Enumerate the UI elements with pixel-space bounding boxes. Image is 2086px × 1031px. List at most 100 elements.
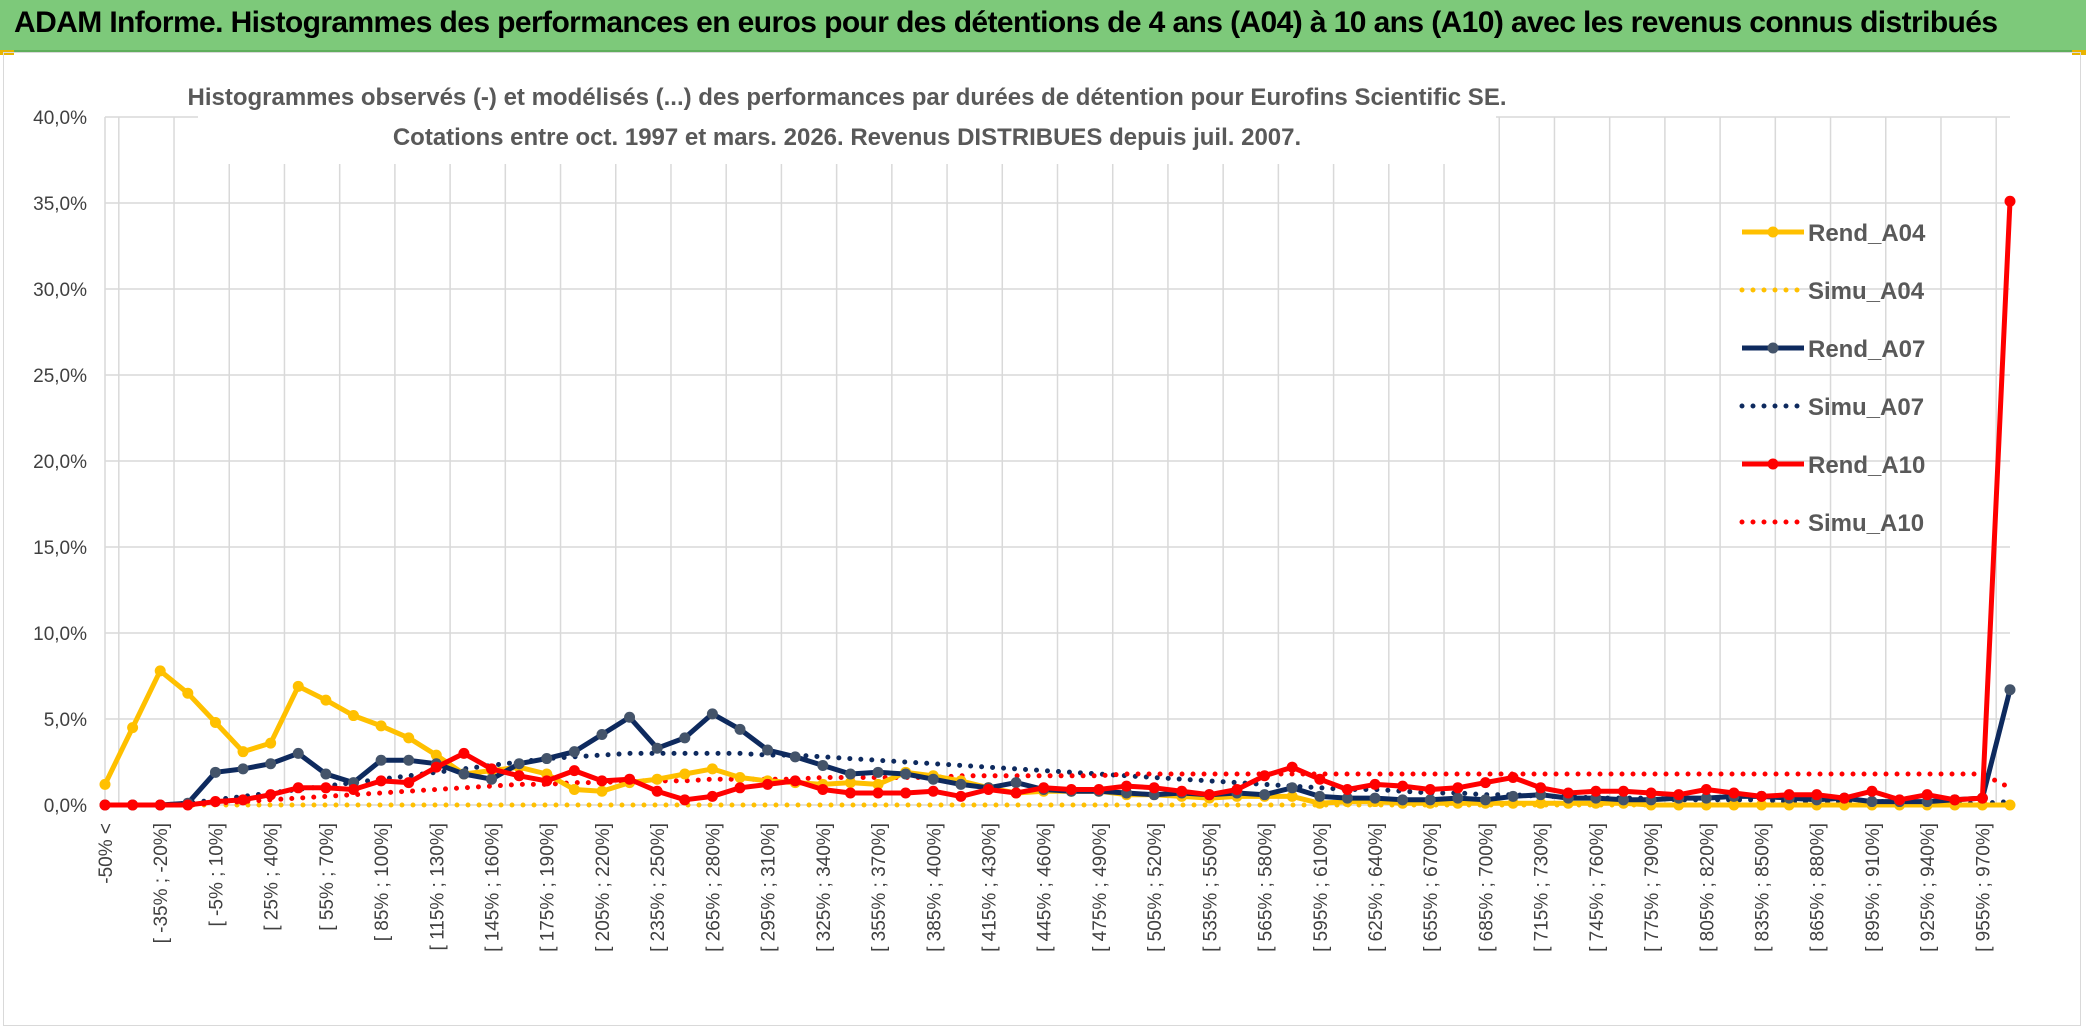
data-point-rend-a04 [182,687,194,699]
data-point-rend-a04 [292,680,304,692]
series-line-simu-a10 [102,771,2013,808]
data-point-rend-a07 [292,747,304,759]
data-point-rend-a10 [734,782,746,794]
data-point-rend-a10 [486,763,498,775]
data-point-rend-a10 [844,787,856,799]
data-point-rend-a04 [651,773,663,785]
data-point-rend-a10 [1314,773,1326,785]
x-tick-label: [ 805% ; 820%] [1697,823,1718,952]
data-point-rend-a10 [154,799,166,811]
data-point-rend-a07 [1700,792,1712,804]
x-tick-label: [ 535% ; 550%] [1200,823,1221,952]
x-tick-label: [ 175% ; 190%] [538,823,559,952]
data-point-rend-a07 [679,732,691,744]
data-point-rend-a10 [1259,770,1271,782]
data-point-rend-a07 [1341,792,1353,804]
x-tick-label: [ 445% ; 460%] [1035,823,1056,952]
data-point-rend-a10 [541,775,553,787]
data-point-rend-a10 [1479,777,1491,789]
title-banner: ADAM Informe. Histogrammes des performan… [0,0,2086,52]
legend-marker-rend-a10 [1767,458,1779,470]
data-point-rend-a07 [209,766,221,778]
data-point-rend-a10 [1866,785,1878,797]
x-tick-label: [ 475% ; 490%] [1090,823,1111,952]
data-point-rend-a10 [789,775,801,787]
x-tick-label: [ 115% ; 130%] [427,823,448,950]
legend-label-rend-a10: Rend_A10 [1808,452,1925,479]
data-point-rend-a10 [1673,789,1685,801]
data-point-rend-a10 [955,790,967,802]
data-point-rend-a07 [596,728,608,740]
x-tick-label: -50% < [96,823,117,884]
data-point-rend-a04 [403,732,415,744]
legend-marker-rend-a07 [1767,342,1779,354]
data-point-rend-a10 [1121,780,1133,792]
data-point-rend-a04 [872,778,884,790]
x-tick-label: [ 145% ; 160%] [483,823,504,952]
data-point-rend-a04 [596,785,608,797]
x-tick-label: [ 865% ; 880%] [1808,823,1829,952]
data-point-rend-a10 [1562,787,1574,799]
data-point-rend-a10 [817,784,829,796]
x-tick-label: [ 85% ; 100%] [372,823,393,941]
x-tick-label: [ 205% ; 220%] [593,823,614,952]
data-point-rend-a10 [2004,195,2016,207]
x-tick-label: [ 835% ; 850%] [1753,823,1774,952]
x-tick-label: [ 55% ; 70%] [317,823,338,931]
data-point-rend-a04 [734,771,746,783]
data-point-rend-a10 [762,778,774,790]
data-point-rend-a04 [568,784,580,796]
data-point-rend-a07 [375,754,387,766]
data-point-rend-a10 [1894,794,1906,806]
data-point-rend-a07 [541,753,553,765]
x-tick-label: [ 655% ; 670%] [1421,823,1442,952]
legend-label-simu-a07: Simu_A07 [1808,394,1924,421]
data-point-rend-a10 [513,770,525,782]
series-line-rend-a10 [105,201,2013,808]
x-tick-label: [ 895% ; 910%] [1863,823,1884,952]
data-point-rend-a07 [1369,792,1381,804]
data-point-rend-a10 [99,799,111,811]
data-point-rend-a10 [1838,792,1850,804]
data-point-rend-a07 [1452,792,1464,804]
data-point-rend-a07 [624,711,636,723]
data-point-rend-a04 [320,694,332,706]
x-tick-label: [ 355% ; 370%] [869,823,890,952]
data-point-rend-a04 [430,749,442,761]
data-point-rend-a10 [1424,784,1436,796]
x-tick-label: [ 265% ; 280%] [703,823,724,952]
y-tick-label: 15,0% [33,538,87,559]
data-point-rend-a10 [1700,784,1712,796]
data-point-rend-a07 [762,744,774,756]
y-tick-label: 25,0% [33,366,87,387]
data-point-rend-a07 [706,708,718,720]
data-point-rend-a04 [127,722,139,734]
data-point-rend-a10 [900,787,912,799]
data-point-rend-a10 [596,775,608,787]
series-layer [99,195,2016,811]
x-tick-label: [ 505% ; 520%] [1145,823,1166,952]
data-point-rend-a07 [1010,777,1022,789]
data-point-rend-a10 [982,784,994,796]
data-point-rend-a07 [1507,790,1519,802]
x-tick-label: [ 565% ; 580%] [1256,823,1277,952]
data-point-rend-a07 [900,768,912,780]
chart-frame [3,52,2081,1026]
data-point-rend-a07 [872,766,884,778]
x-tick-label: [ 625% ; 640%] [1366,823,1387,952]
data-point-rend-a10 [1038,782,1050,794]
data-point-rend-a10 [1148,782,1160,794]
data-point-rend-a07 [1259,789,1271,801]
banner-title: ADAM Informe. Histogrammes des performan… [14,6,1998,39]
legend-marker-rend-a04 [1767,226,1779,238]
data-point-rend-a10 [1811,789,1823,801]
data-point-rend-a10 [375,775,387,787]
data-point-rend-a10 [1921,789,1933,801]
y-tick-label: 10,0% [33,624,87,645]
data-point-rend-a04 [1728,799,1740,811]
data-point-rend-a07 [1424,794,1436,806]
chart-title-box [198,76,1496,164]
data-point-rend-a10 [1976,792,1988,804]
y-axis-ticks: 0,0% 5,0% 10,0% 15,0% 20,0% 25,0% 30,0% 35,0% 40… [33,108,87,817]
